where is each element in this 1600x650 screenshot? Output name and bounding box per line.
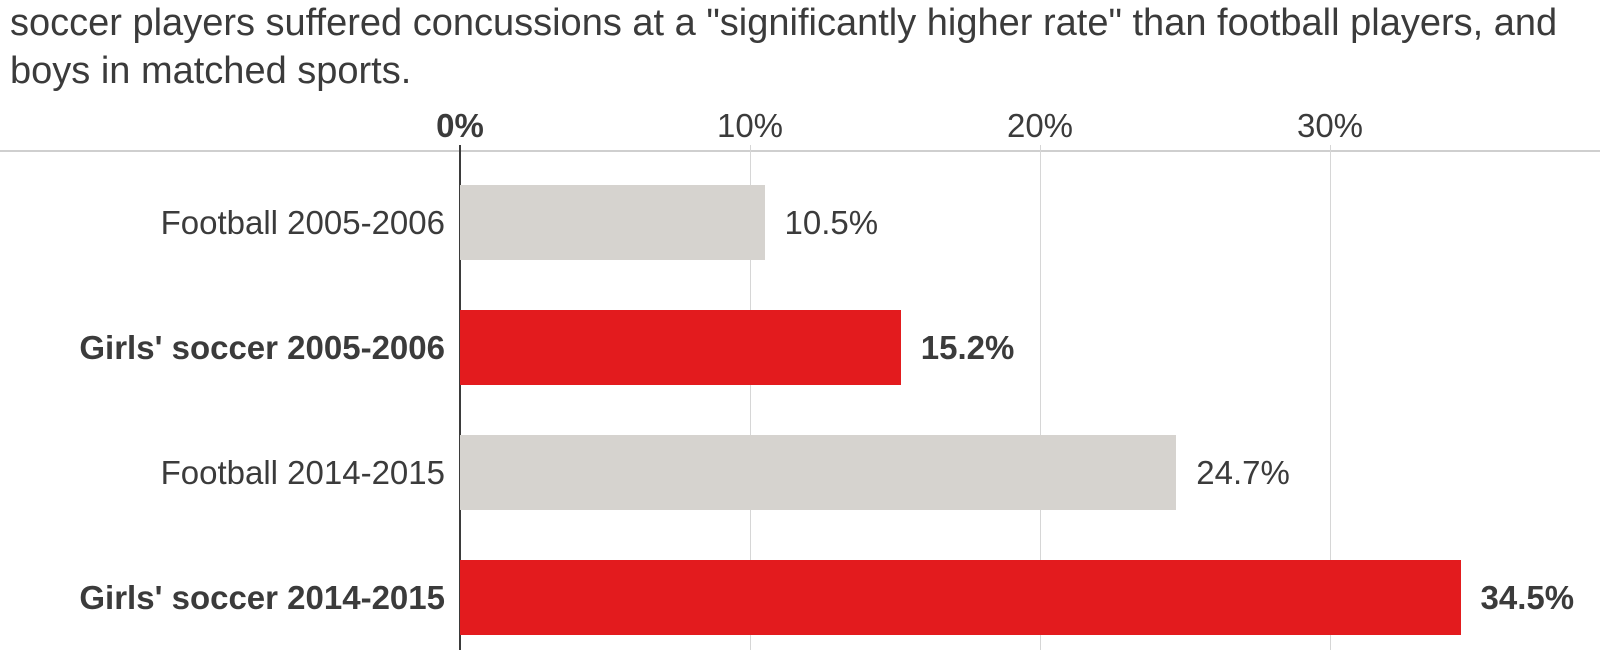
bar [460,185,765,260]
x-tick-label: 20% [1007,107,1073,145]
x-tick-label: 0% [436,107,484,145]
bar-row: Girls' soccer 2014-2015 34.5% [0,560,1600,635]
value-label: 24.7% [1196,454,1290,492]
caption-text: soccer players suffered concussions at a… [10,0,1570,95]
bar-row: Girls' soccer 2005-2006 15.2% [0,310,1600,385]
category-label: Girls' soccer 2005-2006 [79,329,445,367]
bar [460,560,1461,635]
value-label: 15.2% [921,329,1015,367]
value-label: 10.5% [785,204,879,242]
category-label: Football 2005-2006 [161,204,445,242]
x-tick-label: 10% [717,107,783,145]
bar-chart: 0% 10% 20% 30% Football 2005-2006 10.5% Girls'… [0,105,1600,650]
x-tick-label: 30% [1297,107,1363,145]
axis-top-rule [0,150,1600,152]
bar [460,310,901,385]
category-label: Football 2014-2015 [161,454,445,492]
category-label: Girls' soccer 2014-2015 [79,579,445,617]
bar-row: Football 2014-2015 24.7% [0,435,1600,510]
bar [460,435,1176,510]
value-label: 34.5% [1481,579,1575,617]
bar-row: Football 2005-2006 10.5% [0,185,1600,260]
